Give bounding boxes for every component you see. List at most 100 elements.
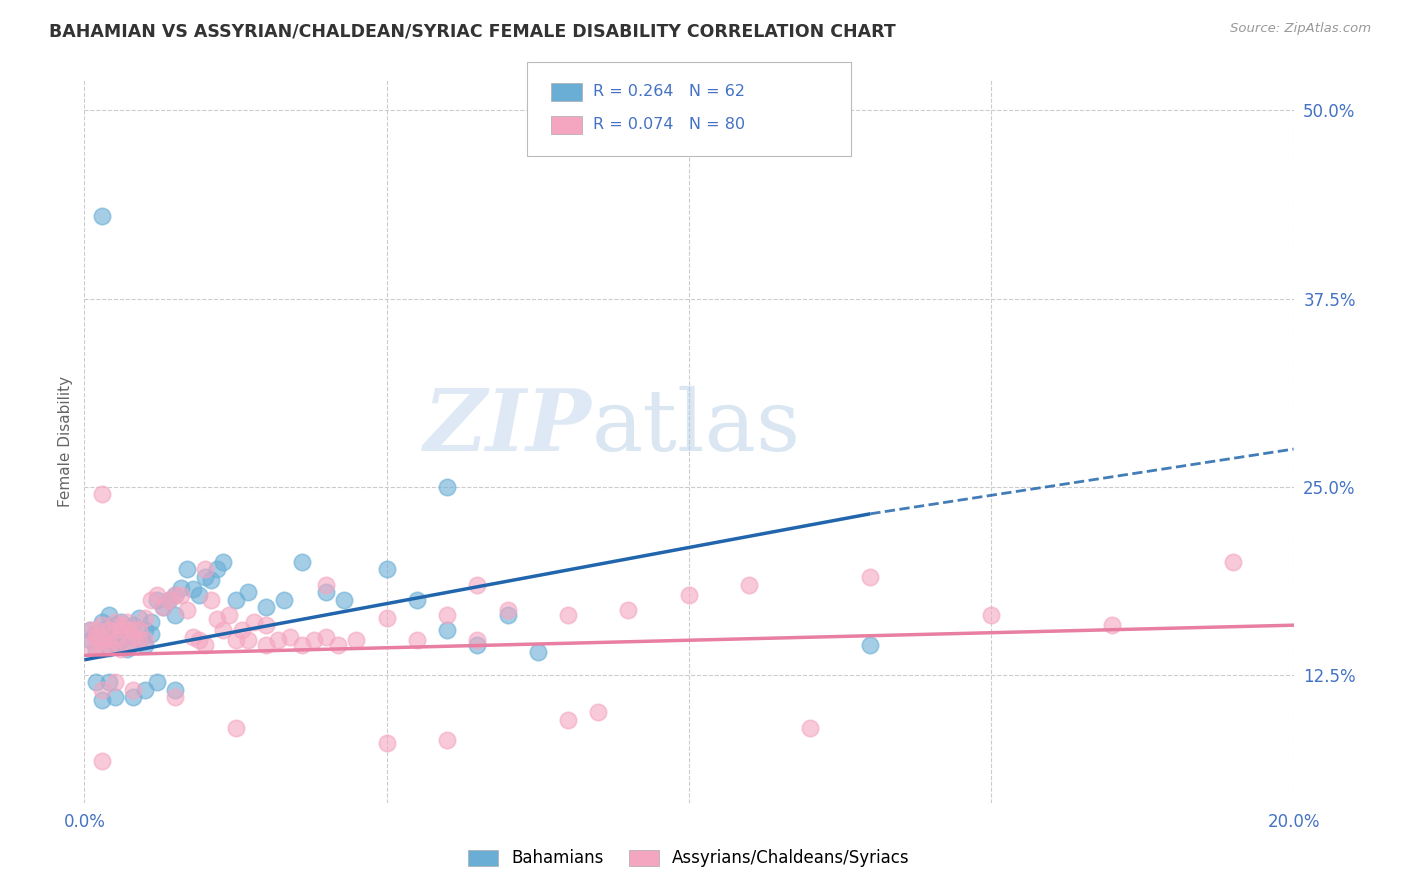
Point: [436, 480, 458, 494]
Point: [467, 577, 489, 591]
Point: [91, 618, 114, 632]
Point: [859, 570, 882, 584]
Point: [799, 721, 821, 735]
Point: [86, 642, 108, 657]
Point: [146, 592, 169, 607]
Point: [91, 209, 114, 223]
Point: [146, 588, 169, 602]
Point: [134, 638, 156, 652]
Point: [254, 618, 277, 632]
Point: [121, 690, 143, 705]
Point: [165, 607, 187, 622]
Point: [97, 630, 120, 644]
Point: [152, 600, 174, 615]
Point: [128, 633, 150, 648]
Point: [406, 633, 429, 648]
Text: atlas: atlas: [592, 385, 801, 468]
Point: [207, 562, 229, 576]
Point: [91, 682, 114, 697]
Point: [236, 633, 259, 648]
Point: [146, 675, 169, 690]
Point: [188, 588, 211, 602]
Legend: Bahamians, Assyrians/Chaldeans/Syriacs: Bahamians, Assyrians/Chaldeans/Syriacs: [461, 843, 917, 874]
Point: [231, 623, 253, 637]
Point: [97, 607, 120, 622]
Point: [139, 627, 162, 641]
Point: [86, 623, 108, 637]
Point: [291, 638, 314, 652]
Point: [406, 592, 429, 607]
Point: [302, 633, 325, 648]
Point: [436, 732, 458, 747]
Point: [97, 630, 120, 644]
Point: [110, 615, 132, 630]
Point: [980, 607, 1002, 622]
Point: [79, 638, 101, 652]
Point: [115, 638, 138, 652]
Point: [496, 607, 519, 622]
Point: [97, 623, 120, 637]
Point: [165, 682, 187, 697]
Point: [225, 721, 247, 735]
Point: [121, 682, 143, 697]
Point: [170, 581, 193, 595]
Point: [315, 630, 337, 644]
Point: [91, 633, 114, 648]
Point: [176, 562, 198, 576]
Point: [176, 603, 198, 617]
Point: [134, 682, 156, 697]
Point: [165, 690, 187, 705]
Point: [128, 623, 150, 637]
Point: [375, 562, 398, 576]
Point: [115, 642, 138, 657]
Point: [181, 630, 204, 644]
Point: [467, 638, 489, 652]
Point: [467, 633, 489, 648]
Point: [496, 603, 519, 617]
Point: [104, 615, 127, 630]
Point: [152, 600, 174, 615]
Point: [267, 633, 290, 648]
Point: [278, 630, 301, 644]
Point: [104, 638, 127, 652]
Point: [91, 642, 114, 657]
Point: [91, 754, 114, 768]
Point: [86, 627, 108, 641]
Point: [157, 592, 180, 607]
Point: [115, 615, 138, 630]
Point: [194, 570, 217, 584]
Point: [738, 577, 761, 591]
Point: [86, 638, 108, 652]
Point: [104, 618, 127, 632]
Point: [194, 562, 217, 576]
Point: [121, 630, 143, 644]
Point: [165, 588, 187, 602]
Point: [121, 630, 143, 644]
Point: [86, 630, 108, 644]
Point: [134, 610, 156, 624]
Point: [225, 592, 247, 607]
Point: [181, 582, 204, 596]
Point: [375, 735, 398, 749]
Point: [557, 713, 579, 727]
Point: [134, 623, 156, 637]
Point: [115, 623, 138, 637]
Point: [225, 633, 247, 648]
Point: [194, 638, 217, 652]
Point: [436, 607, 458, 622]
Point: [110, 633, 132, 648]
Point: [91, 633, 114, 648]
Point: [200, 592, 222, 607]
Point: [291, 555, 314, 569]
Text: ZIP: ZIP: [425, 385, 592, 469]
Point: [859, 638, 882, 652]
Point: [139, 592, 162, 607]
Point: [436, 623, 458, 637]
Point: [104, 627, 127, 641]
Point: [218, 607, 240, 622]
Point: [557, 607, 579, 622]
Point: [110, 642, 132, 657]
Point: [104, 633, 127, 648]
Text: R = 0.264   N = 62: R = 0.264 N = 62: [593, 85, 745, 99]
Point: [97, 638, 120, 652]
